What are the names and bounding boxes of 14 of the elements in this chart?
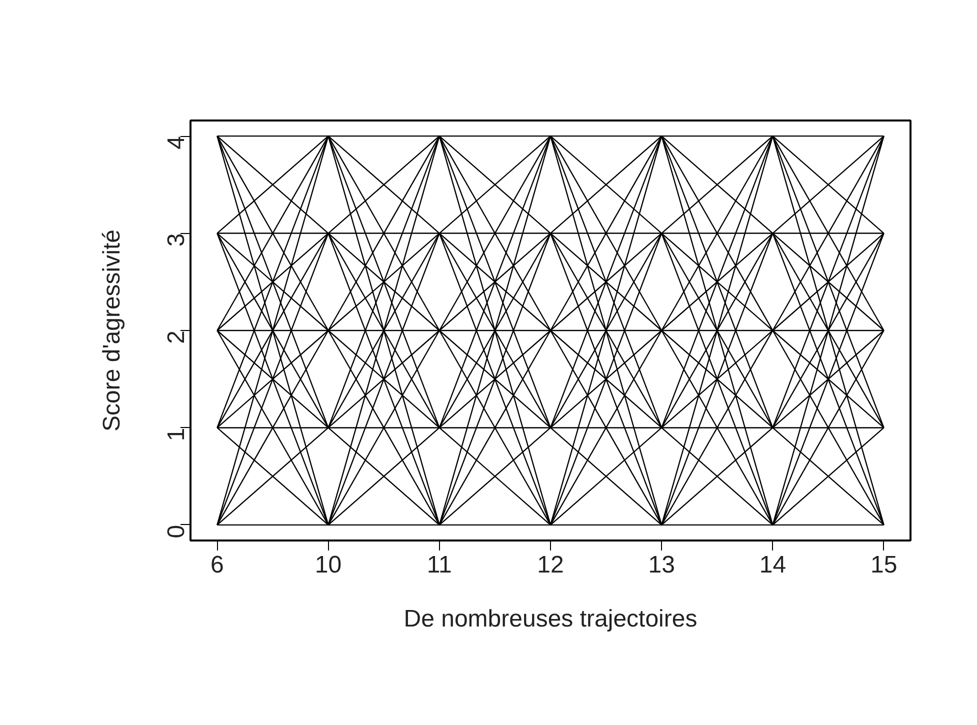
y-axis-title: Score d'agressivité [98, 229, 126, 432]
y-tick-label: 0 [163, 524, 190, 538]
x-axis-title: De nombreuses trajectoires [404, 606, 698, 632]
y-tick-label: 2 [163, 330, 190, 344]
x-tick-label: 6 [210, 552, 224, 578]
x-tick-label: 13 [648, 552, 675, 578]
x-tick-label: 10 [314, 552, 342, 578]
x-tick-label: 11 [426, 552, 452, 578]
x-tick-label: 12 [537, 552, 564, 578]
x-tick-label: 15 [870, 552, 898, 578]
x-tick-label: 14 [759, 552, 786, 578]
y-tick-label: 1 [163, 428, 190, 442]
y-tick-label: 4 [163, 136, 190, 150]
y-tick-label: 3 [163, 233, 190, 247]
